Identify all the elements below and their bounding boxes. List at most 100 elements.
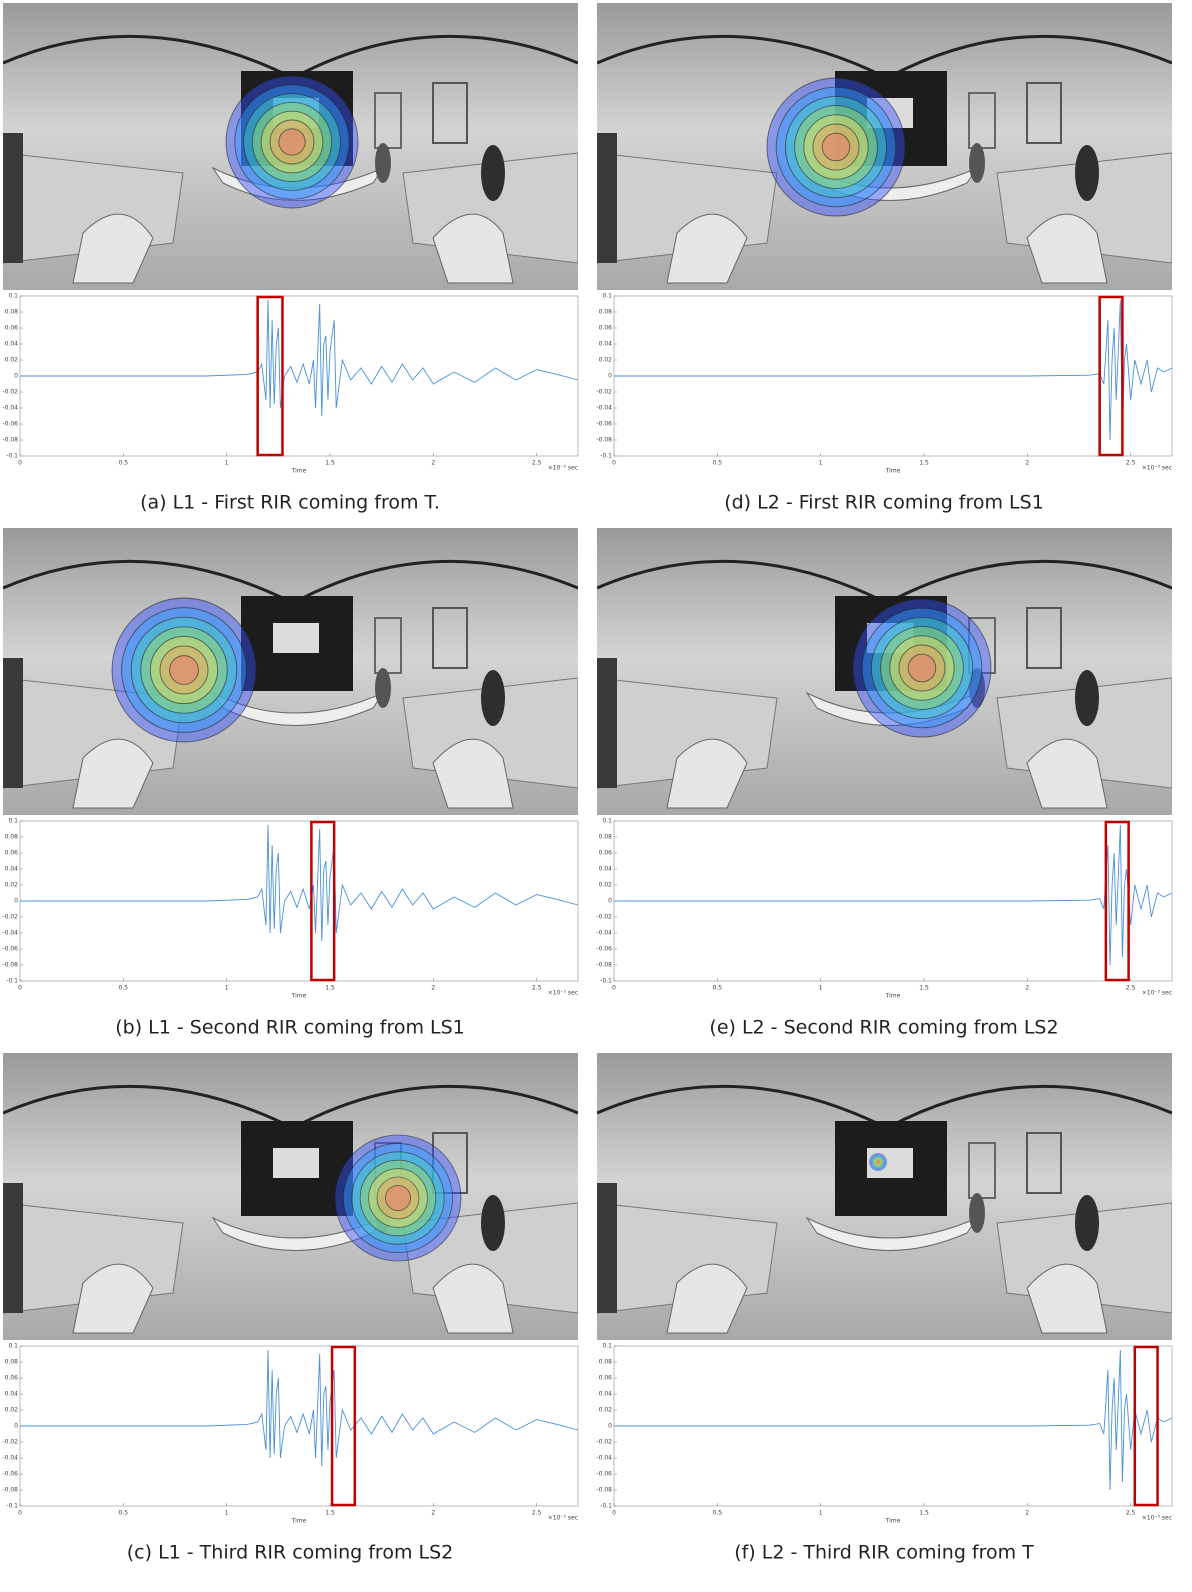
y-tick-label: 0.04 [5,1391,19,1398]
x-axis-label: Time [291,993,307,1000]
y-tick-label: -0.04 [596,930,612,937]
y-tick-label: -0.08 [2,1487,18,1494]
y-tick-label: -0.04 [2,405,18,412]
heatmap [852,598,992,738]
highlight-box [1098,295,1124,457]
x-axis-label: Time [885,468,901,475]
y-tick-label: 0.02 [5,357,19,364]
y-tick-label: 0.1 [602,1343,612,1350]
x-tick-label: 0.5 [713,985,723,992]
y-tick-label: -0.06 [2,1471,18,1478]
x-tick-label: 2 [431,985,435,992]
x-tick-label: 1 [819,460,823,467]
x-tick-label: 0.5 [713,1510,723,1517]
y-tick-label: 0.08 [5,1359,19,1366]
x-tick-label: 1 [819,985,823,992]
heatmap [334,1134,462,1262]
x-tick-label: 0.5 [119,460,129,467]
caption: (d) L2 - First RIR coming from LS1 [724,492,1044,514]
y-tick-label: -0.06 [596,1471,612,1478]
y-tick-label: 0.08 [5,834,19,841]
y-tick-label: -0.08 [596,1487,612,1494]
x-tick-label: 0 [18,985,22,992]
x-axis-unit: ×10⁻⁵ sec [548,1515,578,1522]
x-axis-unit: ×10⁻⁵ sec [548,990,578,997]
x-axis-label: Time [885,993,901,1000]
x-tick-label: 2.5 [1126,985,1136,992]
x-tick-label: 2.5 [1126,460,1136,467]
highlight-box [1104,820,1130,982]
highlight-box [256,295,284,457]
y-tick-label: -0.08 [2,437,18,444]
y-tick-label: 0 [608,373,612,380]
y-tick-label: 0.08 [599,309,613,316]
x-tick-label: 2 [431,460,435,467]
y-tick-label: -0.1 [6,1503,18,1510]
x-tick-label: 0 [18,1510,22,1517]
x-tick-label: 2.5 [1126,1510,1136,1517]
y-tick-label: 0.06 [599,850,613,857]
y-tick-label: -0.04 [596,1455,612,1462]
y-tick-label: 0.02 [599,1407,613,1414]
waveform [614,1349,1173,1491]
x-tick-label: 1.5 [325,460,335,467]
x-tick-label: 1 [225,1510,229,1517]
x-tick-label: 1.5 [919,1510,929,1517]
y-tick-label: 0.02 [599,882,613,889]
x-tick-label: 0.5 [713,460,723,467]
x-tick-label: 2 [1025,1510,1029,1517]
y-tick-label: -0.06 [2,946,18,953]
x-tick-label: 1.5 [919,460,929,467]
caption: (e) L2 - Second RIR coming from LS2 [709,1017,1058,1039]
y-tick-label: 0.06 [5,850,19,857]
y-tick-label: -0.1 [600,978,612,985]
y-tick-label: 0.04 [5,866,19,873]
heatmap [868,1152,888,1172]
y-tick-label: -0.02 [596,389,612,396]
y-tick-label: -0.04 [2,1455,18,1462]
x-tick-label: 1 [225,460,229,467]
x-tick-label: 2 [431,1510,435,1517]
y-tick-label: 0.08 [599,834,613,841]
x-tick-label: 0 [612,1510,616,1517]
x-tick-label: 2 [1025,985,1029,992]
x-tick-label: 2 [1025,460,1029,467]
y-tick-label: 0.08 [599,1359,613,1366]
y-tick-label: -0.08 [596,437,612,444]
y-tick-label: -0.02 [596,914,612,921]
y-tick-label: 0.06 [5,325,19,332]
y-tick-label: -0.06 [2,421,18,428]
x-axis-label: Time [291,1518,307,1525]
x-axis-label: Time [291,468,307,475]
panorama [3,1053,578,1340]
y-tick-label: 0.1 [8,818,18,825]
x-tick-label: 1 [225,985,229,992]
waveform [20,1349,579,1467]
caption: (b) L1 - Second RIR coming from LS1 [115,1017,465,1039]
y-tick-label: 0.06 [599,1375,613,1382]
y-tick-label: -0.04 [596,405,612,412]
x-tick-label: 2.5 [532,1510,542,1517]
y-tick-label: -0.06 [596,946,612,953]
x-tick-label: 0 [612,460,616,467]
y-tick-label: 0.06 [599,325,613,332]
y-tick-label: -0.02 [2,1439,18,1446]
y-tick-label: 0 [14,1423,18,1430]
heatmap [225,75,359,209]
x-tick-label: 0 [18,460,22,467]
y-tick-label: 0.04 [599,866,613,873]
caption: (f) L2 - Third RIR coming from T [734,1542,1034,1564]
x-axis-unit: ×10⁻⁵ sec [1142,465,1172,472]
waveform [20,299,579,417]
x-tick-label: 1.5 [325,985,335,992]
x-axis-unit: ×10⁻⁵ sec [548,465,578,472]
y-tick-label: 0 [608,898,612,905]
panorama [597,1053,1172,1340]
y-tick-label: -0.1 [6,453,18,460]
y-tick-label: -0.1 [6,978,18,985]
y-tick-label: 0.04 [5,341,19,348]
x-axis-label: Time [885,1518,901,1525]
y-tick-label: 0.04 [599,1391,613,1398]
